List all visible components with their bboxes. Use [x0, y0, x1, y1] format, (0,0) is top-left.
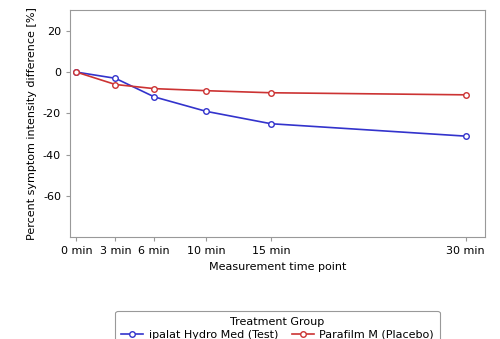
Y-axis label: Percent symptom intensity difference [%]: Percent symptom intensity difference [%]: [28, 7, 38, 240]
Legend: ipalat Hydro Med (Test), Parafilm M (Placebo): ipalat Hydro Med (Test), Parafilm M (Pla…: [116, 311, 440, 339]
X-axis label: Measurement time point: Measurement time point: [209, 262, 346, 272]
